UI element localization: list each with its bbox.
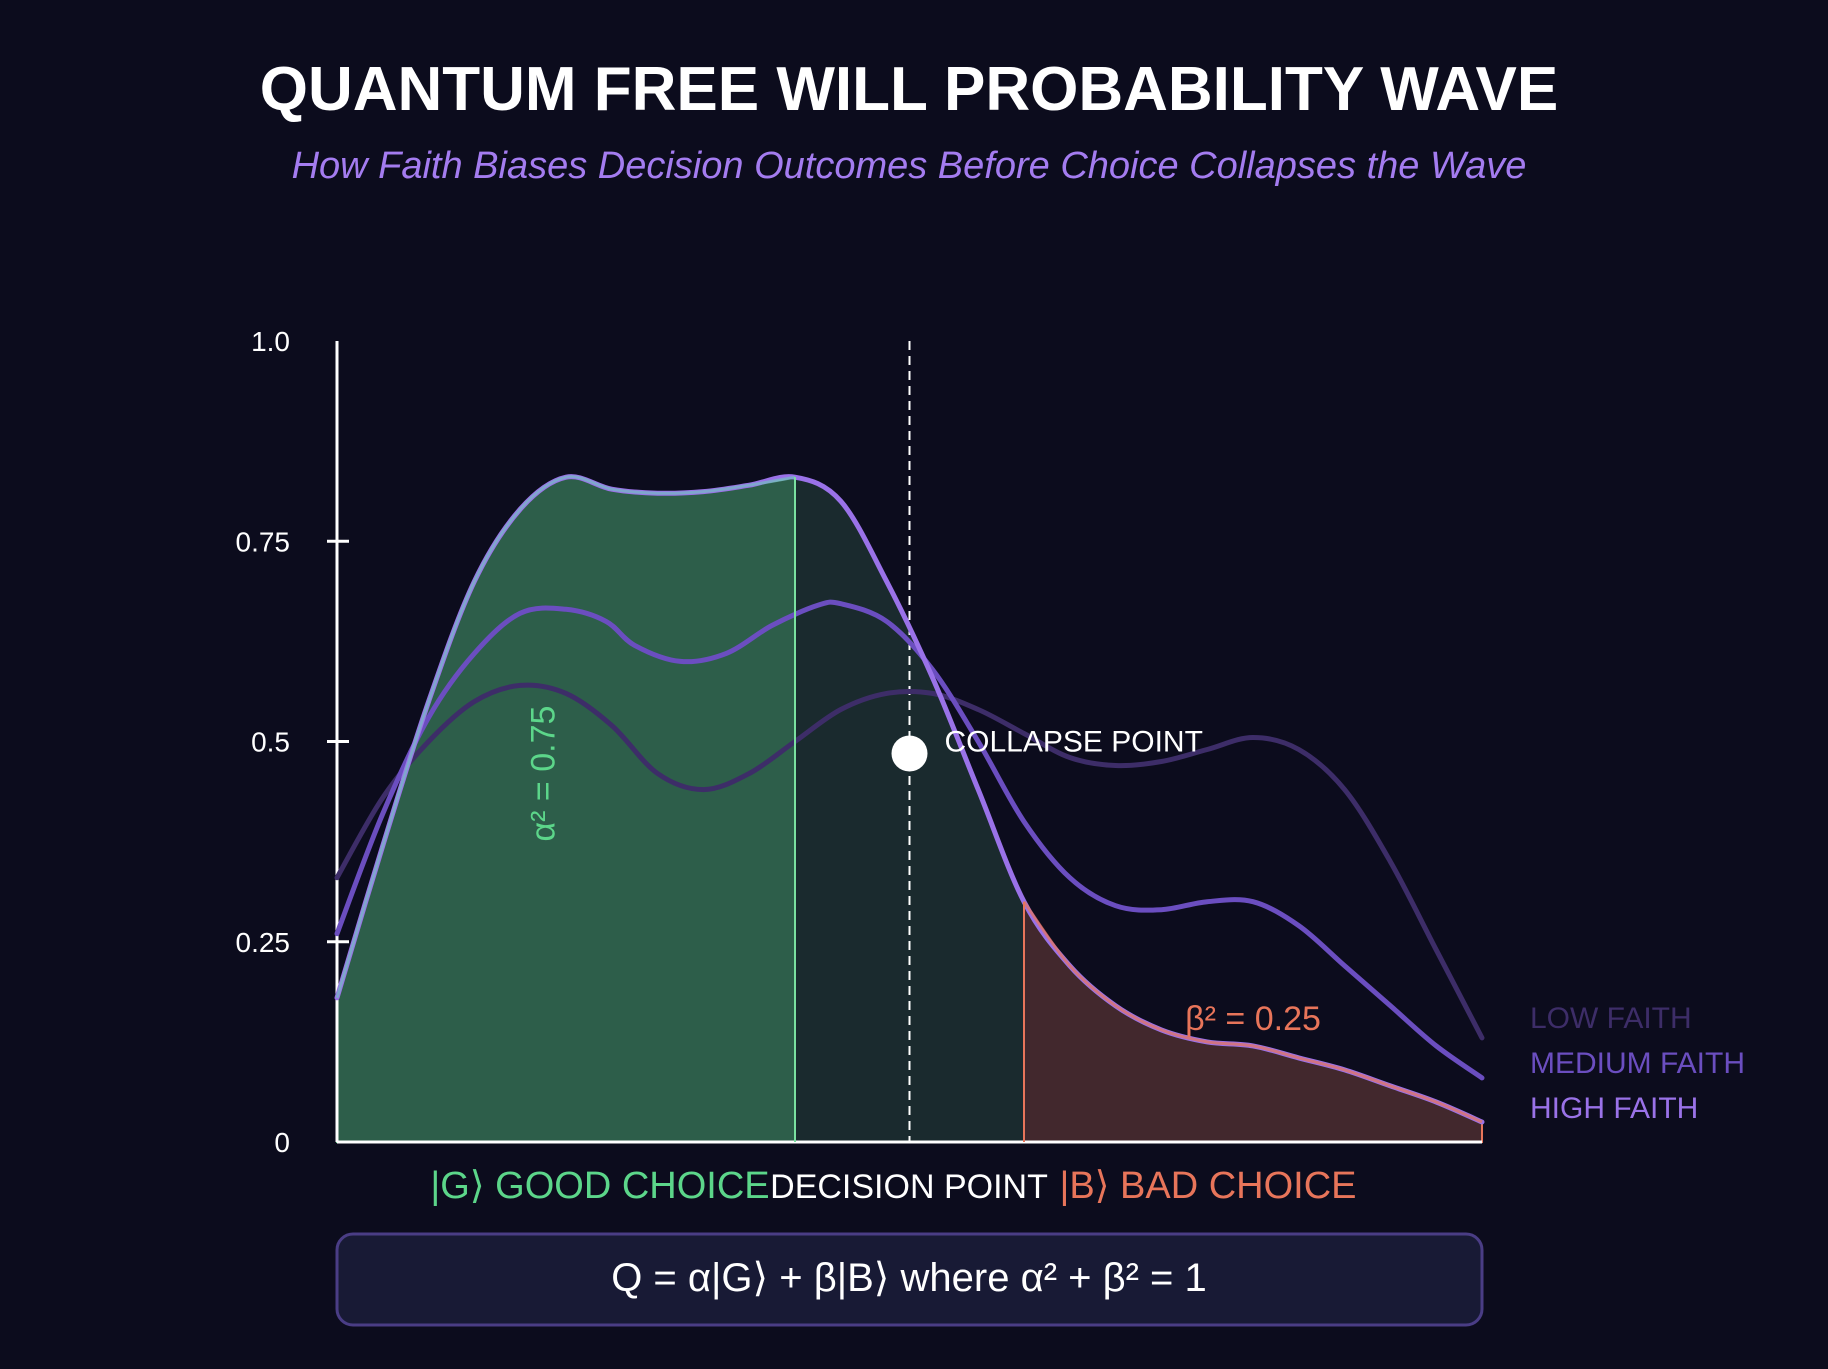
alpha-annotation: α² = 0.75 [525,706,563,842]
y-tick-label-0: 0 [274,1127,290,1158]
series-line-low-faith [334,682,1485,1041]
x-label-decision: DECISION POINT [770,1168,1048,1206]
y-tick-label-4: 1.0 [251,326,290,357]
chart-subtitle: How Faith Biases Decision Outcomes Befor… [292,145,1527,187]
x-label-bad: |B⟩ BAD CHOICE [1059,1165,1356,1207]
annotations: α² = 0.75 β² = 0.25 COLLAPSE POINT |G⟩ GOOD… [430,706,1356,1207]
series-lines [334,474,1485,1142]
axes: 0 0.25 0.5 0.75 1.0 [236,326,1482,1158]
chart-title: QUANTUM FREE WILL PROBABILITY WAVE [260,55,1559,124]
equation-text: Q = α|G⟩ + β|B⟩ where α² + β² = 1 [611,1256,1207,1300]
collapse-point-marker [891,735,928,772]
x-label-good: |G⟩ GOOD CHOICE [430,1165,769,1207]
equation-box [335,1232,1484,1327]
y-tick-label-2: 0.5 [251,727,290,758]
legend-item-medium-faith: MEDIUM FAITH [1530,1047,1745,1080]
legend-item-high-faith: HIGH FAITH [1530,1092,1698,1125]
legend-item-low-faith: LOW FAITH [1530,1002,1692,1035]
y-tick-label-1: 0.25 [236,927,291,958]
collapse-point-label: COLLAPSE POINT [945,726,1203,759]
series-line-medium-faith [334,599,1485,1081]
beta-annotation: β² = 0.25 [1185,1000,1321,1038]
legend: LOW FAITH MEDIUM FAITH HIGH FAITH [1530,1002,1745,1125]
bad-edge-highlight [1022,900,1483,1124]
good-edge-highlight [335,475,796,999]
y-tick-label-3: 0.75 [236,526,291,557]
